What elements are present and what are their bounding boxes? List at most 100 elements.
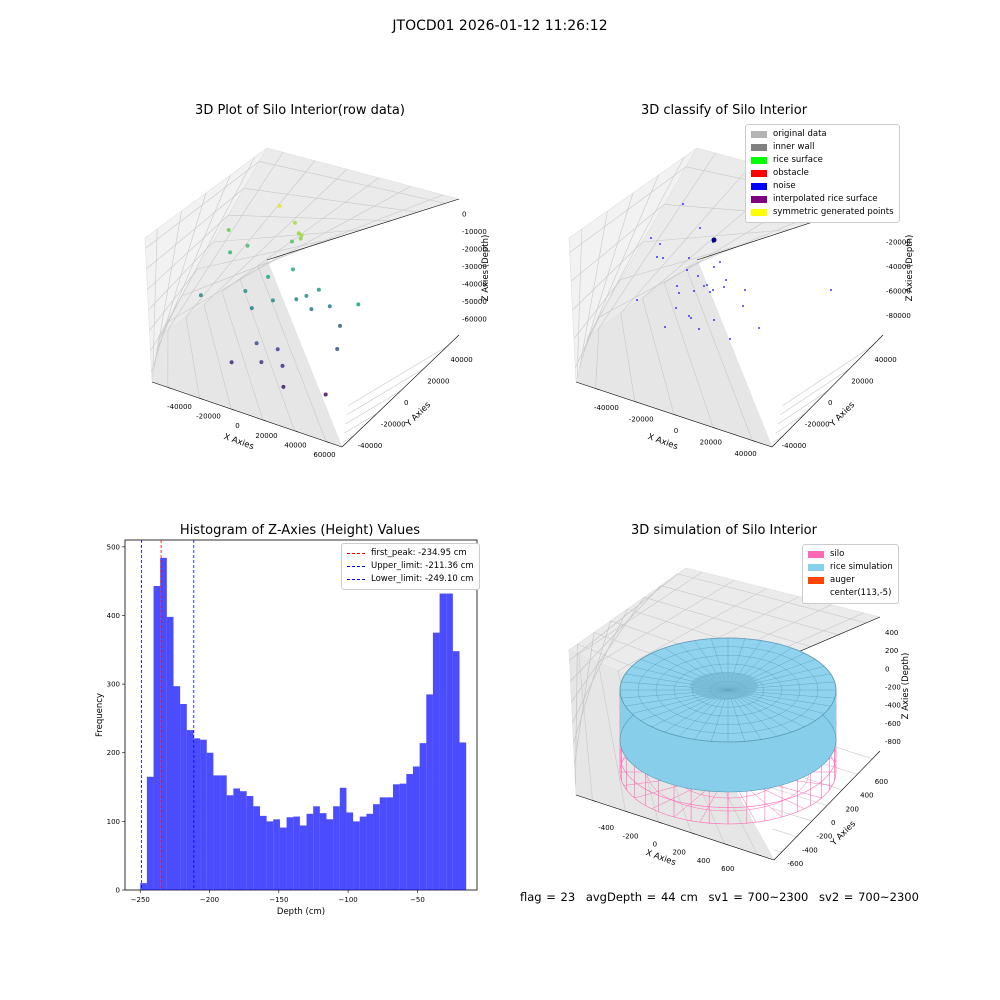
p1-grid-z xyxy=(212,229,364,243)
p3-bar xyxy=(186,730,194,890)
p1-ytick-label: -40000 xyxy=(358,442,383,450)
p1-point xyxy=(245,243,250,248)
p2-noise-point xyxy=(830,289,832,291)
p1-xtick-label: -20000 xyxy=(196,413,221,421)
p1-grid-z xyxy=(151,322,168,372)
status-line: flag = 23 avgDepth = 44 cm sv1 = 700~230… xyxy=(520,890,925,904)
p3-bar xyxy=(366,813,374,890)
p1-grid-x xyxy=(185,316,200,399)
p2-y-axis-line xyxy=(771,334,884,448)
p3-bar xyxy=(393,784,400,890)
status-flag: flag = 23 xyxy=(520,890,576,904)
p3-bar xyxy=(326,819,334,890)
p1-point xyxy=(294,297,299,302)
p2-grid-y xyxy=(782,345,873,406)
legend-entry: silo xyxy=(808,548,893,561)
p4-ztick-label: -600 xyxy=(885,720,901,728)
p2-noise-point xyxy=(706,284,708,286)
legend-label: inner wall xyxy=(773,142,815,152)
p4-xtick-label: -400 xyxy=(598,824,614,832)
p1-ytick-label: 40000 xyxy=(450,356,472,364)
p3-bar xyxy=(452,651,460,890)
p4-ytick-label: 600 xyxy=(875,778,888,786)
legend-swatch xyxy=(751,131,767,138)
p3-bar xyxy=(146,776,154,890)
panel1-3d-axes: -40000 -20000 0 20000 40000 60000 -40000 -20000… xyxy=(144,147,491,459)
p3-bar xyxy=(446,593,453,890)
p1-point xyxy=(277,204,282,208)
legend-entry: noise xyxy=(751,180,894,193)
p2-ztick-label: -80000 xyxy=(886,312,911,320)
legend-label: Lower_limit: -249.10 cm xyxy=(371,574,474,584)
legend-label: auger xyxy=(830,575,855,585)
status-avg-depth: avgDepth = 44 cm xyxy=(585,890,698,904)
p1-point xyxy=(254,341,259,346)
legend-swatch xyxy=(751,144,767,151)
legend-label: interpolated rice surface xyxy=(773,194,878,204)
p2-ytick-label: -20000 xyxy=(805,421,830,429)
p1-grid-y xyxy=(343,413,378,434)
p1-ztick-label: -40000 xyxy=(462,280,487,288)
p1-ztick-label: -30000 xyxy=(462,263,487,271)
p1-ytick-label: 20000 xyxy=(427,377,449,385)
p2-noise-point xyxy=(697,275,699,277)
p1-ztick-label: 0 xyxy=(462,211,466,219)
p1-xlabel: X Axies xyxy=(222,432,255,452)
p2-xtick-label: 20000 xyxy=(700,439,722,447)
p2-grid-y xyxy=(777,390,828,425)
p2-noise-point xyxy=(699,227,701,229)
p3-bar xyxy=(279,827,287,890)
p2-grid-y xyxy=(773,435,784,443)
legend-label: symmetric generated points xyxy=(773,207,894,217)
p2-noise-point xyxy=(664,326,666,328)
p1-ytick-label: 0 xyxy=(404,399,408,407)
p1-point xyxy=(309,307,314,312)
p4-grid-x xyxy=(597,662,626,812)
p4-ztick-label: 0 xyxy=(885,665,889,673)
p3-xtick-label: −100 xyxy=(339,896,358,904)
p4-ztick-label: 400 xyxy=(885,629,898,637)
p1-grid-z xyxy=(259,161,446,204)
p3-xtick-label: −250 xyxy=(131,896,150,904)
p2-grid-z xyxy=(569,166,687,253)
p2-noise-point xyxy=(703,285,705,287)
p3-xtick-label: −150 xyxy=(269,896,288,904)
p3-bar xyxy=(166,616,174,890)
p3-bar xyxy=(346,812,354,890)
legend-label: silo xyxy=(830,549,845,559)
p2-grid-y xyxy=(775,413,806,434)
p2-noise-point xyxy=(688,257,690,259)
p4-xtick-label: 400 xyxy=(697,857,710,865)
p4-grid-y xyxy=(772,828,797,837)
p1-xtick-label: -40000 xyxy=(167,403,192,411)
legend-entry: Upper_limit: -211.36 cm xyxy=(347,560,474,573)
p1-point xyxy=(356,302,361,307)
legend-label: Upper_limit: -211.36 cm xyxy=(371,561,474,571)
p2-grid-x xyxy=(664,282,714,428)
p4-grid-y xyxy=(771,807,812,822)
p2-grid-x xyxy=(595,328,600,389)
p2-noise-point xyxy=(686,269,688,271)
p1-grid-z xyxy=(166,255,281,323)
p3-bar xyxy=(206,752,214,890)
p4-rice-mesh-ring xyxy=(655,655,801,725)
p2-grid-x xyxy=(620,313,636,402)
p2-x-axis-line xyxy=(575,381,773,448)
p2-noise-point xyxy=(744,289,746,291)
legend-line-swatch xyxy=(347,566,365,567)
p4-ztick-label: -400 xyxy=(885,702,901,710)
p2-grid-x xyxy=(642,297,675,415)
p1-point xyxy=(316,287,321,292)
p3-bar xyxy=(253,806,260,890)
p1-zlabel: Z Axies (Depth) xyxy=(481,235,491,302)
p4-xtick-label: -200 xyxy=(623,832,639,840)
legend-swatch xyxy=(808,590,824,597)
p4-grid-z xyxy=(677,573,867,624)
p1-y-axis-line xyxy=(341,334,460,448)
p4-grid-z xyxy=(644,596,811,647)
p3-bar xyxy=(379,797,387,890)
p1-point xyxy=(338,323,342,328)
p3-bar xyxy=(459,742,467,890)
p3-bar xyxy=(293,816,300,890)
p1-ztick-label: -50000 xyxy=(462,298,487,306)
